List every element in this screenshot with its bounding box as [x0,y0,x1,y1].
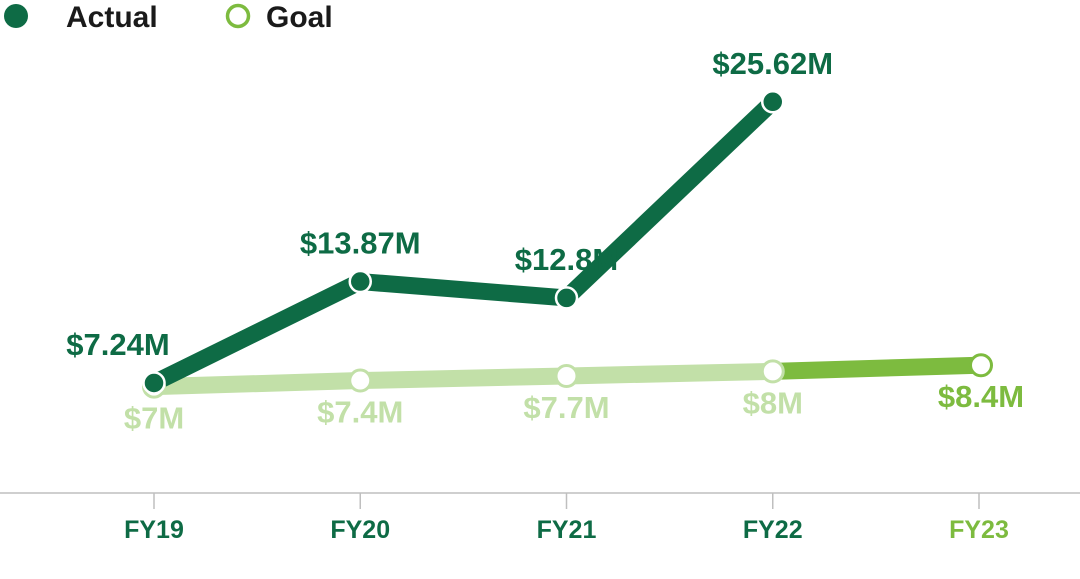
legend-item-actual: Actual [4,1,158,34]
x-tick-label: FY19 [124,516,184,544]
goal-data-label: $8M [743,385,803,420]
x-tick-label: FY23 [949,516,1009,544]
legend-marker-goal [225,3,251,29]
goal-data-label: $7.7M [523,390,609,425]
goal-point [554,363,579,388]
goal-series-segment [772,356,980,380]
legend-label-actual: Actual [66,1,158,34]
plot-area: FY19 FY20 FY21 FY22 FY23 $7M $7.4M $7.7M $8M $8.4… [0,46,1080,544]
x-tick-label: FY20 [330,516,390,544]
goal-series-segment [360,367,567,390]
actual-data-label: $7.24M [66,327,169,362]
actual-point [761,90,785,114]
x-tick-label: FY22 [743,516,803,544]
actual-point [142,371,166,395]
legend-item-goal: Goal [225,1,333,34]
actual-point [554,286,579,310]
goal-point [969,353,993,378]
actual-data-label: $25.62M [712,46,833,81]
legend: Actual Goal [4,1,333,34]
x-tick-label: FY21 [537,516,597,544]
legend-label-goal: Goal [266,1,333,34]
goal-point [348,368,373,393]
actual-series-line [145,93,782,392]
goal-point [760,359,785,384]
goal-data-label: $7.4M [317,395,403,430]
actual-data-label: $12.8M [515,242,618,277]
actual-data-label: $13.87M [300,226,421,261]
actual-point [348,269,372,294]
goal-data-label: $7M [124,401,184,436]
goal-data-label: $8.4M [938,379,1024,414]
legend-marker-actual [4,4,28,28]
goal-series-segment [153,372,361,396]
goal-series-segment [566,362,773,385]
